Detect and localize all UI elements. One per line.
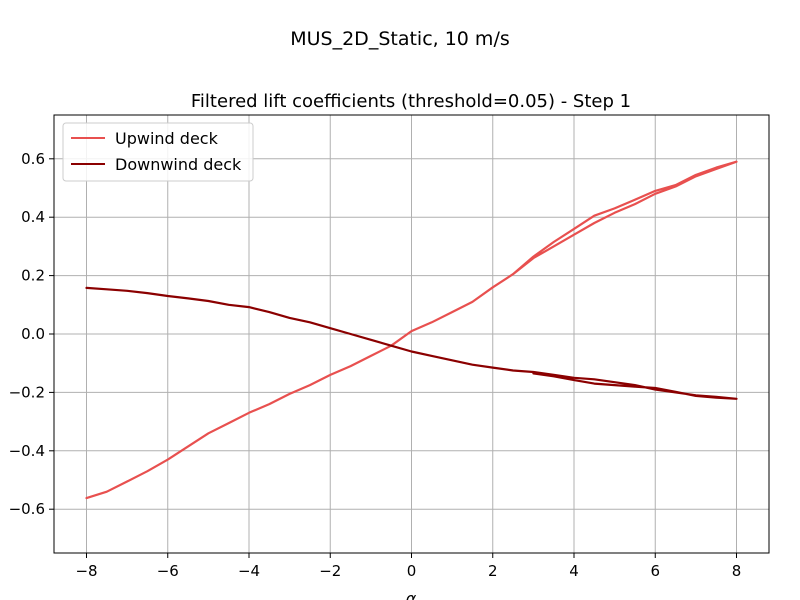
y-tick-label: 0.4 [21,208,45,226]
grid-lines [54,115,769,553]
y-tick-label: −0.2 [9,383,45,401]
x-tick-label: 8 [732,562,742,580]
x-tick-label: 0 [407,562,417,580]
y-tick-label: 0.2 [21,267,45,285]
x-tick-label: 2 [488,562,498,580]
figure-suptitle: MUS_2D_Static, 10 m/s [290,28,510,50]
series-layer [85,160,738,500]
legend-label-upwind: Upwind deck [115,129,219,148]
axis-ticks: −8 −6 −4 −2 0 2 4 6 8 −0.6 −0.4 −0.2 0.0 0.2 0.4 0.6 [9,150,742,580]
y-tick-label: 0.6 [21,150,45,168]
y-tick-label: 0.0 [21,325,45,343]
x-tick-label: −6 [157,562,179,580]
x-tick-label: −4 [238,562,260,580]
legend: Upwind deck Downwind deck [62,122,254,182]
series-line-upwind [85,160,738,500]
x-tick-label: 4 [569,562,579,580]
chart-title: Filtered lift coefficients (threshold=0.… [191,91,631,112]
legend-box [62,122,254,182]
x-tick-label: −8 [75,562,97,580]
x-tick-label: −2 [319,562,341,580]
series-line-downwind [85,286,738,400]
x-axis-label: α [406,589,417,600]
x-tick-label: 6 [650,562,660,580]
y-tick-label: −0.4 [9,442,45,460]
y-tick-label: −0.6 [9,500,45,518]
legend-label-downwind: Downwind deck [115,155,242,174]
